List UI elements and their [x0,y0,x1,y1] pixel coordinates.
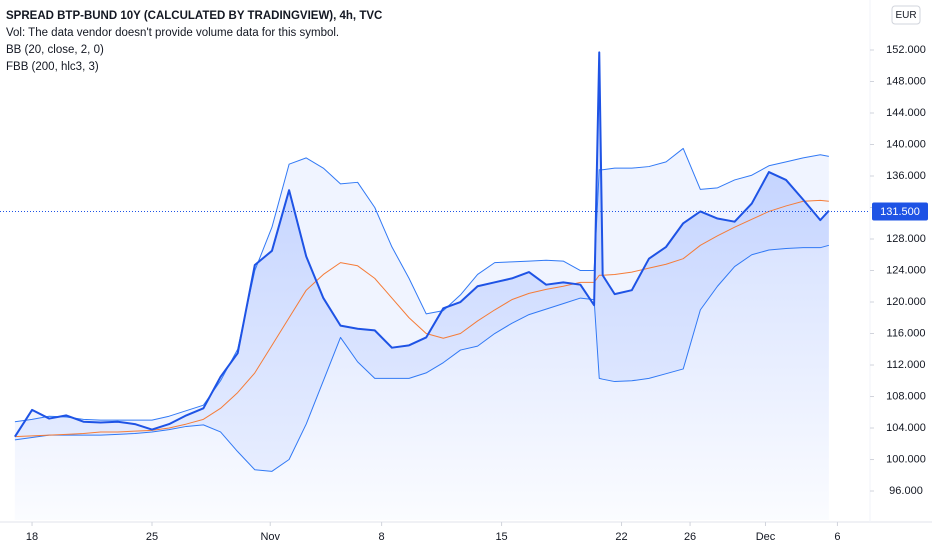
y-tick-label: 124.000 [886,264,926,276]
last-price-box [872,202,928,221]
y-tick-label: 140.000 [886,138,926,150]
x-tick-label: Nov [260,531,280,543]
y-tick-label: 152.000 [886,44,926,56]
series-line [14,147,829,423]
price-area [14,52,829,520]
chart-title: SPREAD BTP-BUND 10Y (CALCULATED BY TRADI… [6,10,382,22]
last-price-label: 131.500 [880,206,920,218]
y-tick-label: 104.000 [886,422,926,434]
x-tick-label: 6 [834,531,840,543]
y-tick-label: 108.000 [886,390,926,402]
y-tick-label: 112.000 [887,359,926,371]
series-line [14,51,830,438]
y-tick-label: 136.000 [886,170,926,182]
currency-button[interactable] [891,5,921,25]
y-tick-label: 128.000 [886,233,926,245]
legend-line: BB (20, close, 2, 0) [6,44,104,56]
x-tick-label: 22 [615,531,627,543]
x-tick-label: 26 [684,531,696,543]
x-tick-label: Dec [756,531,776,543]
y-tick-label: 116.000 [887,327,926,339]
x-tick-label: 8 [379,531,385,543]
legend-line: Vol: The data vendor doesn't provide vol… [6,27,339,39]
y-tick-label: 120.000 [886,296,926,308]
x-tick-label: 15 [495,531,507,543]
y-tick-label: 148.000 [886,75,926,87]
series-line [14,244,830,472]
y-tick-label: 96.000 [889,485,923,497]
y-tick-label: 100.000 [886,453,926,465]
legend-line: FBB (200, hlc3, 3) [6,61,99,73]
x-tick-label: 25 [146,531,158,543]
currency-label[interactable]: EUR [895,10,916,21]
series-line [14,199,829,438]
y-tick-label: 144.000 [886,107,926,119]
x-tick-label: 18 [26,531,38,543]
